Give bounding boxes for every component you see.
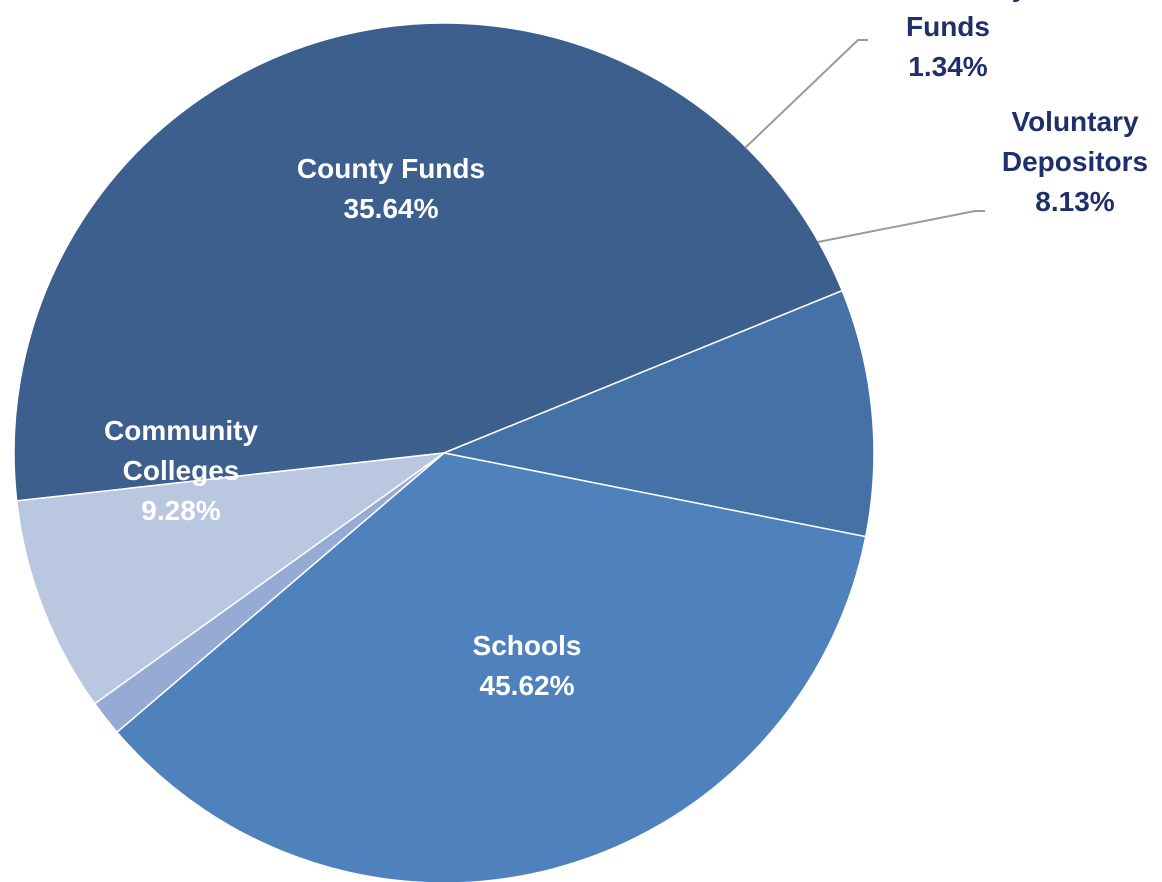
slice-name-label: Community: [104, 415, 258, 446]
slice-name-label: Non County: [869, 0, 1028, 2]
data-label-schools: Schools 45.62%: [473, 630, 582, 701]
slice-name-label: Funds: [906, 11, 990, 42]
slice-value-label: 35.64%: [344, 193, 439, 224]
slice-labels: Schools 45.62% Community Colleges 9.28% Count…: [104, 0, 1148, 701]
leader-line-non-county-funds: [744, 39, 868, 149]
leader-line-voluntary-depositors: [817, 210, 985, 243]
pie-slices: [13, 22, 875, 882]
slice-value-label: 8.13%: [1035, 186, 1114, 217]
slice-name-label: County Funds: [297, 153, 485, 184]
pie-slice-voluntary-depositors: [15, 451, 447, 705]
pie-slice-community-colleges: [441, 289, 875, 538]
data-label-community-colleges: Community Colleges 9.28%: [104, 415, 258, 526]
data-label-voluntary-depositors: Voluntary Depositors 8.13%: [1002, 106, 1148, 217]
leader-lines: [744, 39, 985, 243]
data-label-county-funds: County Funds 35.64%: [297, 153, 485, 224]
slice-value-label: 1.34%: [908, 51, 987, 82]
slice-name-label: Schools: [473, 630, 582, 661]
slice-name-label: Depositors: [1002, 146, 1148, 177]
slice-name-label: Voluntary: [1011, 106, 1138, 137]
slice-value-label: 45.62%: [480, 670, 575, 701]
pie-slice-county-funds: [115, 452, 867, 882]
data-label-non-county-funds: Non County Funds 1.34%: [869, 0, 1028, 82]
pie-slice-schools: [13, 22, 844, 502]
slice-value-label: 9.28%: [141, 495, 220, 526]
slice-name-label: Colleges: [123, 455, 240, 486]
